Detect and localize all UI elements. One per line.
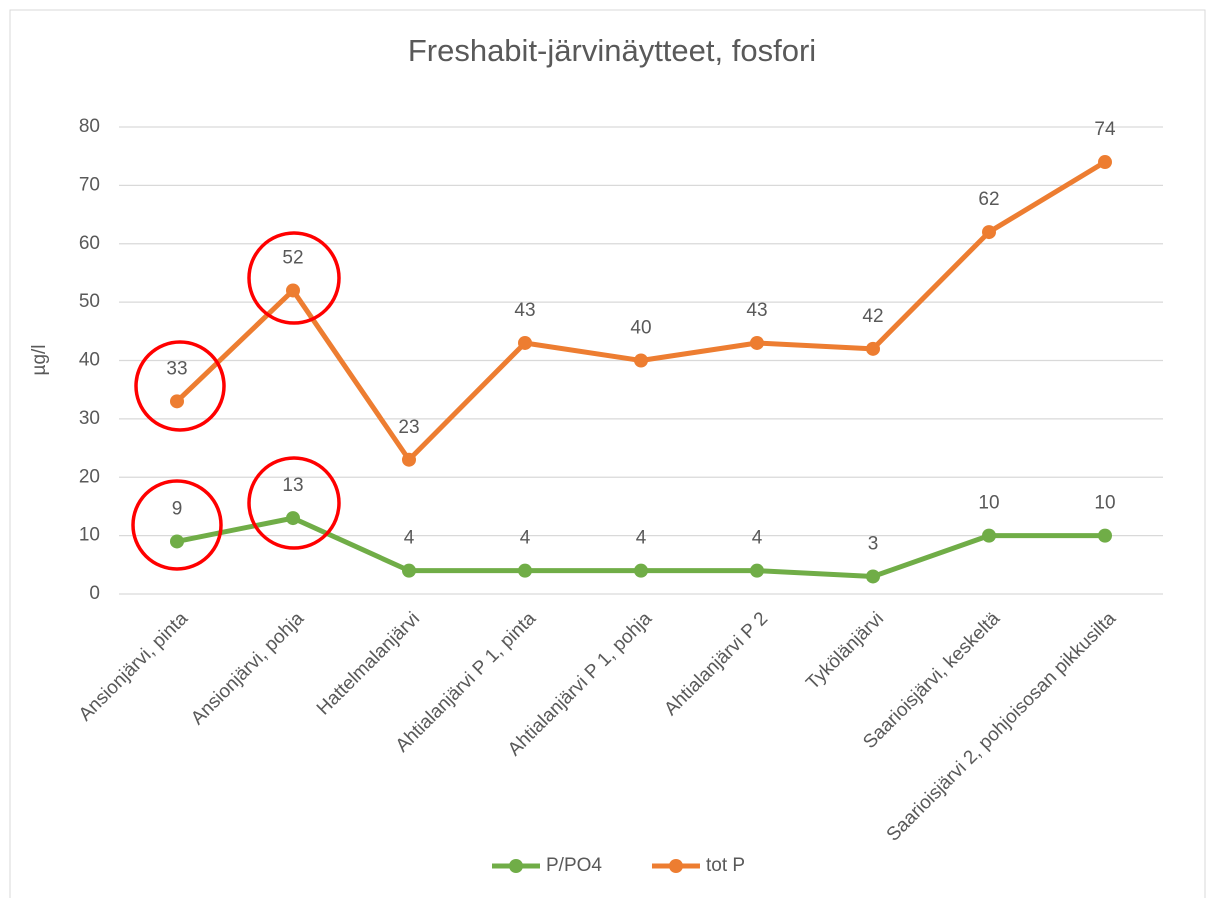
data-label: 10 [978,493,999,514]
data-label: 4 [752,528,763,549]
data-point [1098,155,1112,170]
data-label: 74 [1094,119,1116,140]
legend-label: P/PO4 [546,855,602,876]
data-point [750,335,764,350]
data-point [518,335,532,350]
data-point [634,353,648,368]
data-point [170,534,184,549]
data-point [982,225,996,240]
data-point [518,563,532,578]
y-tick-label: 0 [89,583,100,604]
data-label: 23 [398,417,419,438]
data-label: 62 [978,189,999,210]
data-point [286,511,300,526]
data-label: 43 [746,300,767,321]
y-tick-label: 80 [79,116,100,137]
legend-marker [668,859,683,873]
annotations [131,231,341,571]
data-label: 10 [1094,493,1115,514]
data-point [402,452,416,467]
data-point [286,283,300,298]
data-point [866,569,880,584]
chart-border [9,9,1206,903]
highlight-circle [247,456,341,550]
data-point [982,528,996,543]
y-tick-label: 70 [79,174,100,195]
data-label: 4 [636,528,647,549]
y-tick-label: 60 [79,233,100,254]
data-label: 40 [630,318,651,339]
data-point [1098,528,1112,543]
data-label: 13 [282,475,303,496]
data-point [866,341,880,356]
data-point [634,563,648,578]
highlight-circle [134,340,226,432]
data-point [402,563,416,578]
data-point [750,563,764,578]
data-label: 4 [520,528,531,549]
data-label: 33 [166,358,187,379]
chart-title: Freshabit-järvinäytteet, fosfori [408,33,816,68]
data-label: 4 [404,528,415,549]
data-label: 3 [868,534,879,555]
highlight-circle [247,231,341,325]
y-tick-label: 20 [79,466,100,487]
data-label: 52 [282,247,303,268]
y-tick-label: 10 [79,525,100,546]
data-label: 43 [514,300,535,321]
y-tick-label: 30 [79,408,100,429]
data-point [170,394,184,409]
data-label: 42 [862,306,883,327]
y-axis-label: µg/l [29,344,50,375]
data-label: 9 [172,498,183,519]
legend-label: tot P [706,855,745,876]
legend-marker [509,859,523,873]
y-tick-label: 50 [79,291,100,312]
y-tick-label: 40 [79,350,100,371]
highlight-circle [131,479,223,571]
